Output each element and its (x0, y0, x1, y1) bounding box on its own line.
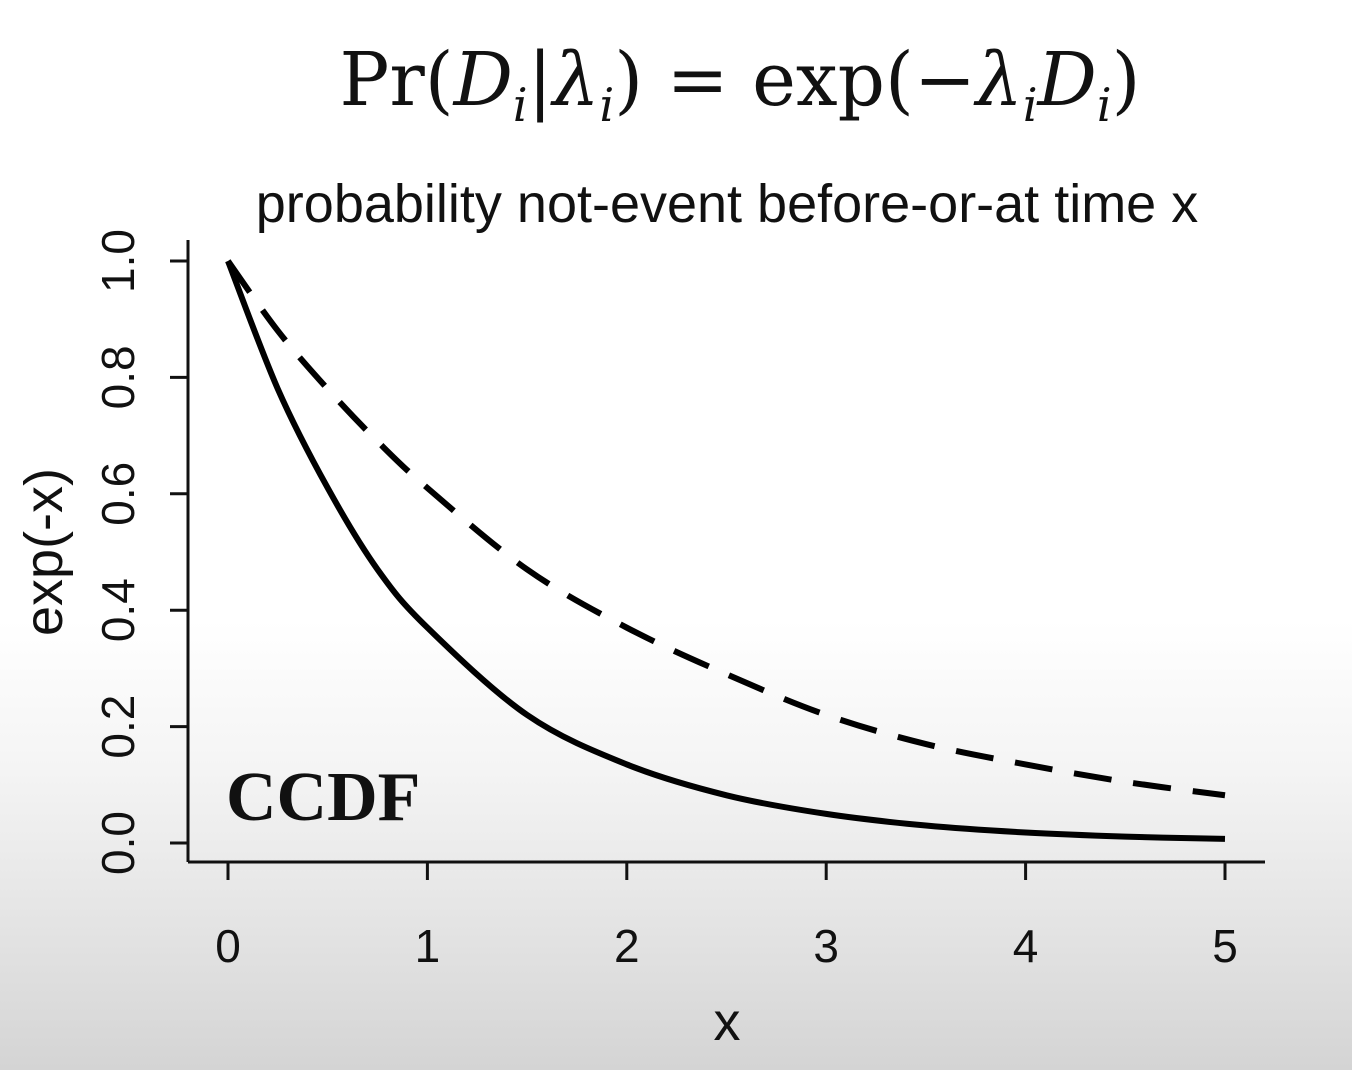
y-tick-label: 0.6 (92, 462, 144, 526)
x-tick-label: 3 (813, 920, 839, 972)
axes: 0 1 2 3 4 5 0.0 0.2 0.4 0.6 0.8 1.0 (92, 229, 1265, 972)
y-tick-label: 0.0 (92, 811, 144, 875)
series-layer (225, 259, 1226, 842)
y-axis-title: exp(-x) (14, 468, 74, 636)
y-tick-label: 0.4 (92, 578, 144, 642)
x-axis-title: x (714, 992, 741, 1052)
x-tick-label: 0 (215, 920, 241, 972)
x-tick-label: 5 (1212, 920, 1238, 972)
y-tick-label: 0.8 (92, 345, 144, 409)
formula-title: Pr(Di|λi) = exp(−λiDi) (340, 37, 1141, 132)
series-line-solid (225, 259, 1226, 842)
x-tick-label: 4 (1013, 920, 1039, 972)
annotation-ccdf: CCDF (226, 759, 420, 836)
y-tick-label: 1.0 (92, 229, 144, 293)
series-line-dashed (225, 259, 1226, 799)
y-tick-label: 0.2 (92, 695, 144, 759)
x-tick-label: 1 (415, 920, 441, 972)
x-tick-label: 2 (614, 920, 640, 972)
chart-title: probability not-event before-or-at time … (256, 174, 1198, 234)
